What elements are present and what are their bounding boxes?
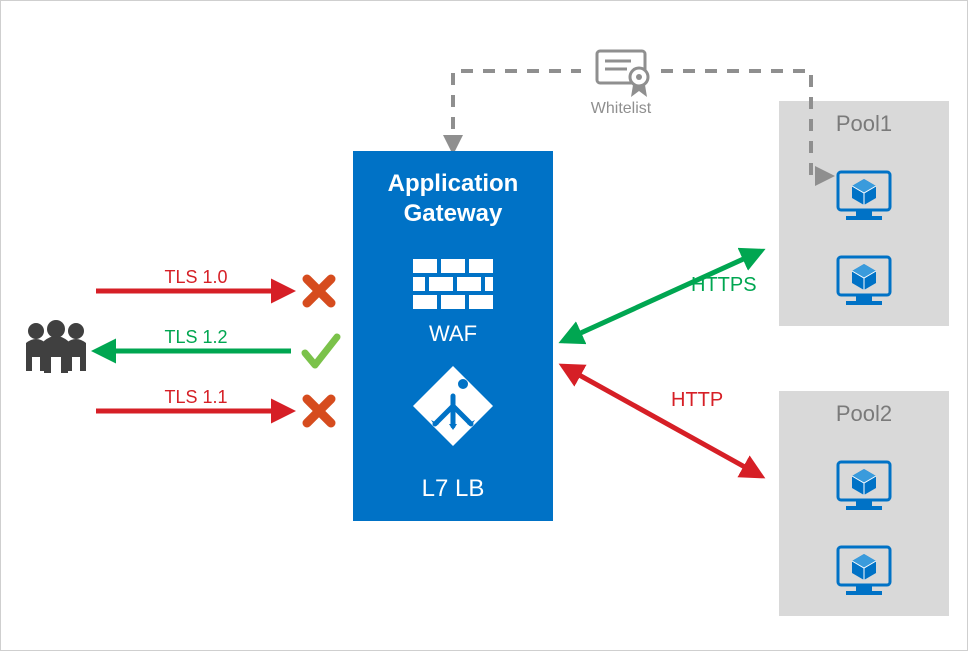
certificate-icon <box>597 51 648 97</box>
deny-icon <box>307 399 331 423</box>
gateway-title-1: Application <box>388 170 519 197</box>
diagram-canvas: Pool1 Pool2 Whitelist Application Gatewa… <box>0 0 968 651</box>
diagram-svg: Pool1 Pool2 Whitelist Application Gatewa… <box>1 1 968 652</box>
https-label: HTTPS <box>691 274 757 296</box>
tls11-label: TLS 1.1 <box>164 387 227 407</box>
pool2-label: Pool2 <box>836 401 892 426</box>
tls10-arrow: TLS 1.0 <box>96 267 331 303</box>
gateway-box: Application Gateway WAF L7 LB <box>353 151 553 521</box>
pool1-box: Pool1 <box>779 101 949 326</box>
pool2-box: Pool2 <box>779 391 949 616</box>
tls11-arrow: TLS 1.1 <box>96 387 331 423</box>
lb-label: L7 LB <box>422 475 485 502</box>
firewall-icon <box>401 259 505 309</box>
http-route: HTTP <box>563 366 761 476</box>
tls12-arrow: TLS 1.2 <box>96 327 337 365</box>
http-label: HTTP <box>671 389 723 411</box>
allow-icon <box>305 337 337 365</box>
waf-label: WAF <box>429 321 477 346</box>
tls12-label: TLS 1.2 <box>164 327 227 347</box>
gateway-title-2: Gateway <box>404 200 503 227</box>
https-route: HTTPS <box>563 251 761 341</box>
deny-icon <box>307 279 331 303</box>
users-icon <box>26 320 86 373</box>
pool1-label: Pool1 <box>836 111 892 136</box>
tls10-label: TLS 1.0 <box>164 267 227 287</box>
whitelist-label: Whitelist <box>591 100 652 117</box>
